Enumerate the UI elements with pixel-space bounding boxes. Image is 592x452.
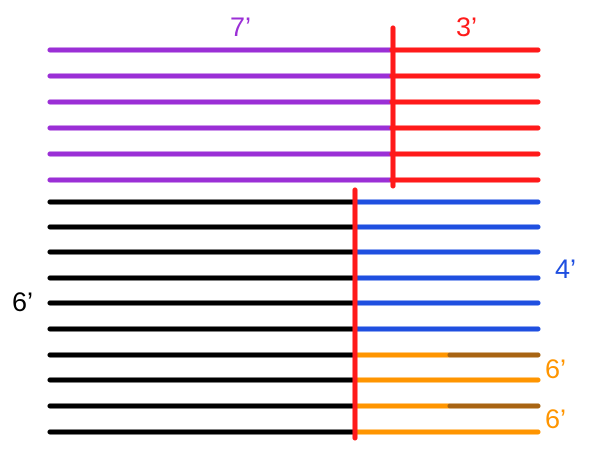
cut-lines xyxy=(352,25,396,441)
brown-segments xyxy=(447,352,541,409)
orange-top-length-label: 6’ xyxy=(545,354,566,384)
purple-segments xyxy=(47,47,395,183)
purple-length-label: 7’ xyxy=(230,12,251,42)
black-length-label: 6’ xyxy=(12,287,33,317)
blue-length-label: 4’ xyxy=(555,254,576,284)
top-board-group xyxy=(47,47,541,183)
blue-segments xyxy=(352,199,541,332)
black-segments xyxy=(47,199,358,435)
orange-bottom-length-label: 6’ xyxy=(545,404,566,434)
bottom-board-group xyxy=(47,199,541,435)
orange-segments xyxy=(352,352,541,435)
red-segments xyxy=(389,47,541,183)
red-length-label: 3’ xyxy=(456,12,477,42)
